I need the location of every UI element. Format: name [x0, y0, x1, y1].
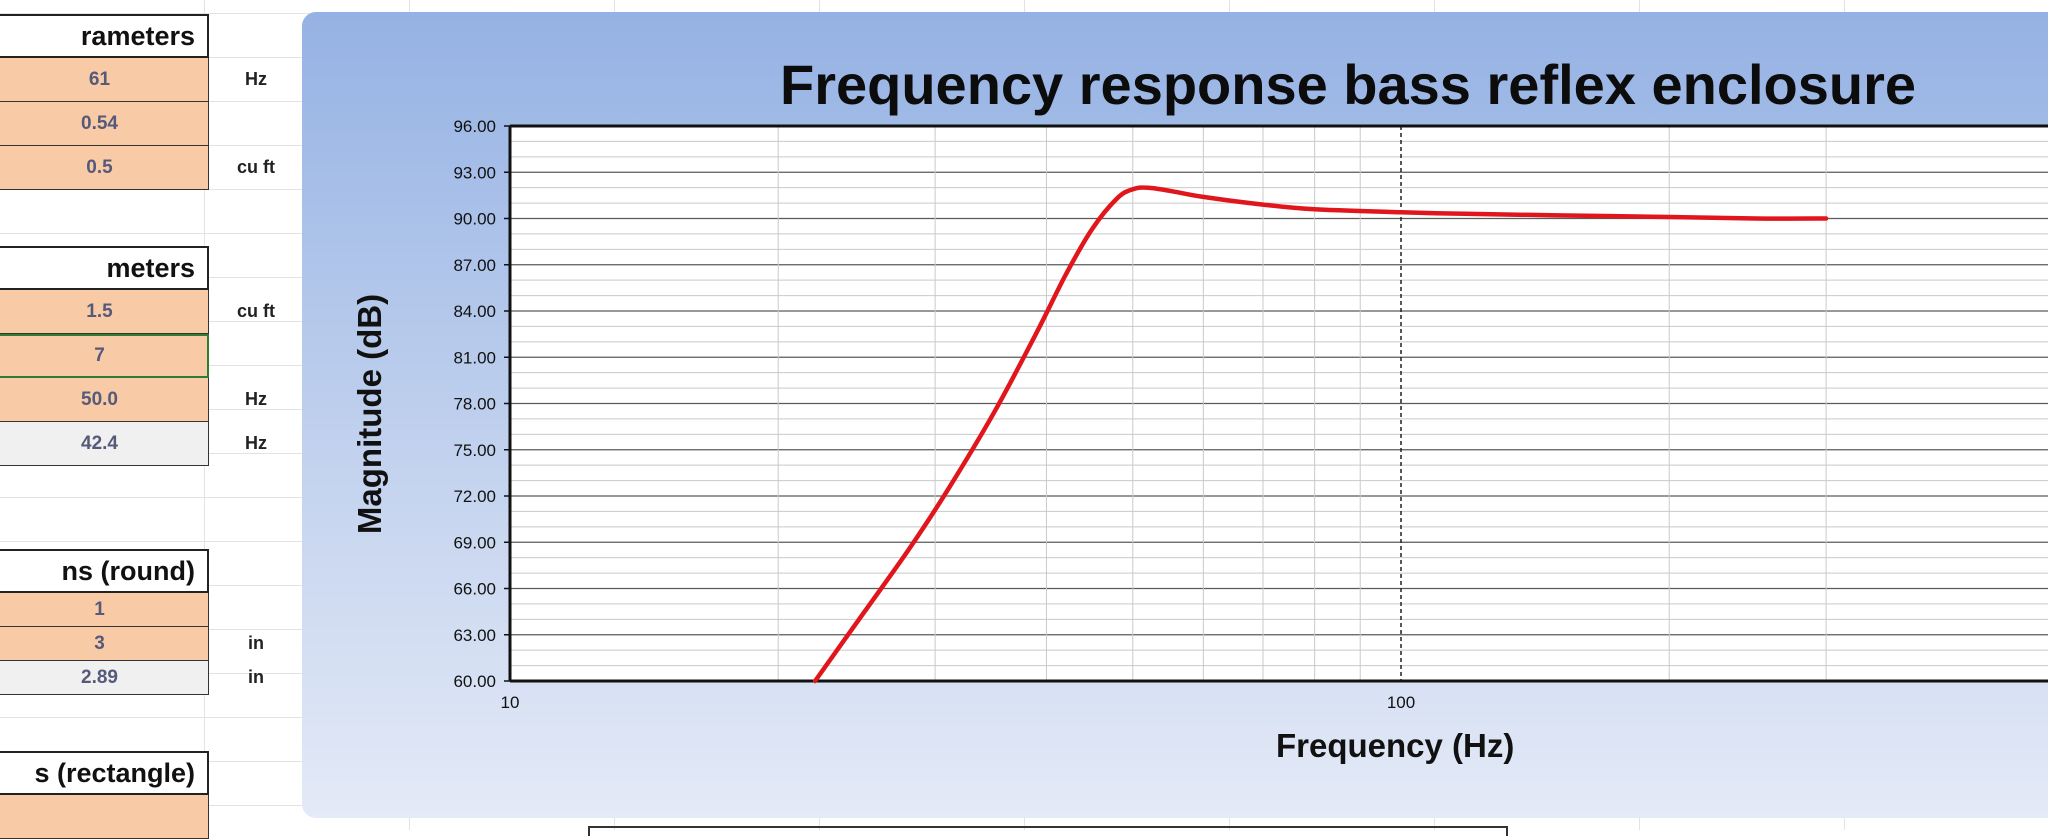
section-header[interactable]: s (rectangle): [0, 751, 209, 795]
y-tick-label: 72.00: [453, 487, 496, 506]
unit-label: Hz: [245, 389, 267, 409]
y-tick-label: 78.00: [453, 395, 496, 414]
y-tick-label: 81.00: [453, 348, 496, 367]
unit-label: cu ft: [237, 157, 275, 177]
unit-label: Hz: [245, 69, 267, 89]
x-tick-label: 100: [1387, 693, 1415, 712]
parameter-value-cell[interactable]: 1.5: [0, 290, 209, 334]
y-tick-label: 93.00: [453, 163, 496, 182]
parameter-value-cell[interactable]: 0.5: [0, 146, 209, 190]
unit-label: in: [248, 667, 264, 687]
y-tick-label: 90.00: [453, 210, 496, 229]
unit-label: in: [248, 633, 264, 653]
parameter-value-cell[interactable]: 2.89: [0, 661, 209, 695]
unit-label: Hz: [245, 433, 267, 453]
parameter-value-cell[interactable]: 61: [0, 58, 209, 102]
parameter-value-cell[interactable]: 7: [0, 334, 209, 378]
y-tick-label: 69.00: [453, 533, 496, 552]
y-tick-label: 66.00: [453, 580, 496, 599]
chart-title: Frequency response bass reflex enclosure: [780, 53, 1917, 116]
unit-label: cu ft: [237, 301, 275, 321]
adjacent-chart-border: [588, 826, 1508, 836]
y-tick-label: 87.00: [453, 256, 496, 275]
y-tick-label: 96.00: [453, 117, 496, 136]
parameter-value-cell[interactable]: 0.54: [0, 102, 209, 146]
x-tick-label: 10: [501, 693, 520, 712]
section-header[interactable]: rameters: [0, 14, 209, 58]
parameter-value-cell[interactable]: 50.0: [0, 378, 209, 422]
y-tick-label: 60.00: [453, 672, 496, 691]
x-axis-title: Frequency (Hz): [1276, 727, 1515, 764]
parameter-value-cell[interactable]: 42.4: [0, 422, 209, 466]
y-tick-label: 63.00: [453, 626, 496, 645]
series-line-0: [812, 185, 1829, 684]
parameter-value-cell[interactable]: 3: [0, 627, 209, 661]
section-header[interactable]: meters: [0, 246, 209, 290]
section-header[interactable]: ns (round): [0, 549, 209, 593]
y-tick-label: 75.00: [453, 441, 496, 460]
y-tick-label: 84.00: [453, 302, 496, 321]
parameter-value-cell[interactable]: 1: [0, 593, 209, 627]
